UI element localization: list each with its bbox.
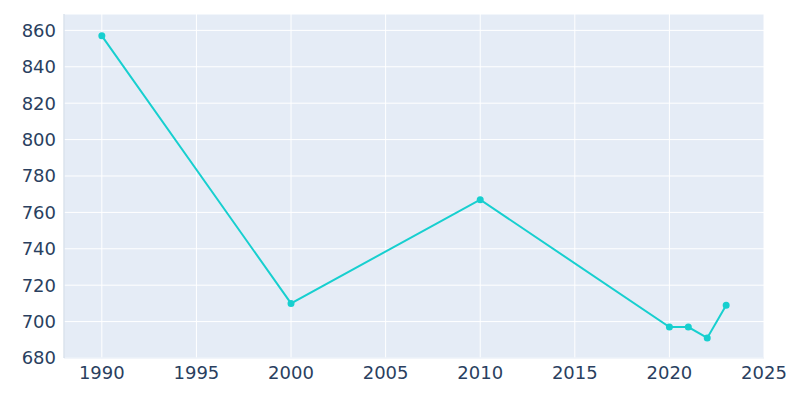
svg-text:680: 680 <box>22 347 56 368</box>
svg-text:700: 700 <box>22 311 56 332</box>
svg-text:740: 740 <box>22 238 56 259</box>
svg-text:2020: 2020 <box>646 362 692 383</box>
svg-text:860: 860 <box>22 20 56 41</box>
svg-text:820: 820 <box>22 93 56 114</box>
svg-text:2000: 2000 <box>268 362 314 383</box>
svg-text:2010: 2010 <box>457 362 503 383</box>
svg-text:2025: 2025 <box>741 362 787 383</box>
svg-text:2005: 2005 <box>363 362 409 383</box>
svg-text:720: 720 <box>22 275 56 296</box>
svg-text:1990: 1990 <box>79 362 125 383</box>
svg-text:800: 800 <box>22 129 56 150</box>
svg-text:760: 760 <box>22 202 56 223</box>
svg-text:1995: 1995 <box>174 362 220 383</box>
svg-text:780: 780 <box>22 165 56 186</box>
svg-text:2015: 2015 <box>552 362 598 383</box>
svg-text:840: 840 <box>22 56 56 77</box>
